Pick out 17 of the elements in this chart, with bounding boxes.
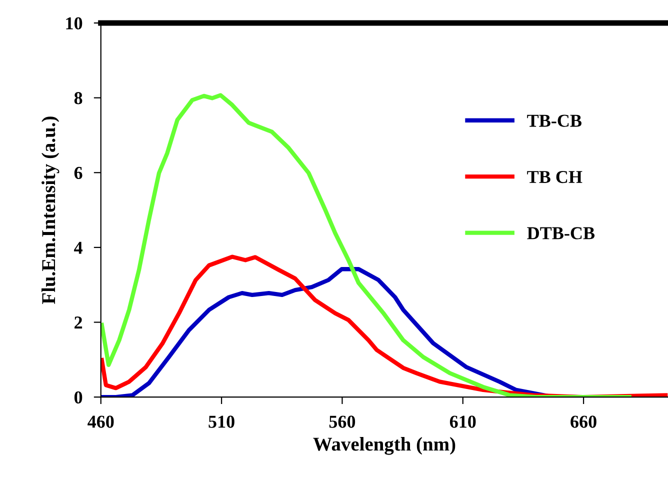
y-tick-label: 2 [74,316,82,329]
y-tick-label: 6 [74,166,82,180]
x-tick-label: 510 [208,416,234,428]
x-axis-title: Wavelength (nm) [313,437,456,455]
legend-label: TB CH [527,170,582,184]
y-tick-label: 8 [74,92,82,104]
x-tick-label: 610 [450,416,476,428]
y-tick-label: 0 [74,391,82,404]
x-tick-label: 560 [329,416,356,428]
x-tick-label: 460 [88,416,114,428]
line-series [100,93,632,398]
y-tick-label: 4 [74,242,82,254]
x-tick-label: 660 [570,416,596,428]
y-axis-title: Flu.Em.Intensity (a.u.) [42,116,60,304]
y-tick-label: 10 [66,17,82,30]
legend-label: TB-CB [527,114,582,127]
legend-label: DTB-CB [527,227,595,240]
